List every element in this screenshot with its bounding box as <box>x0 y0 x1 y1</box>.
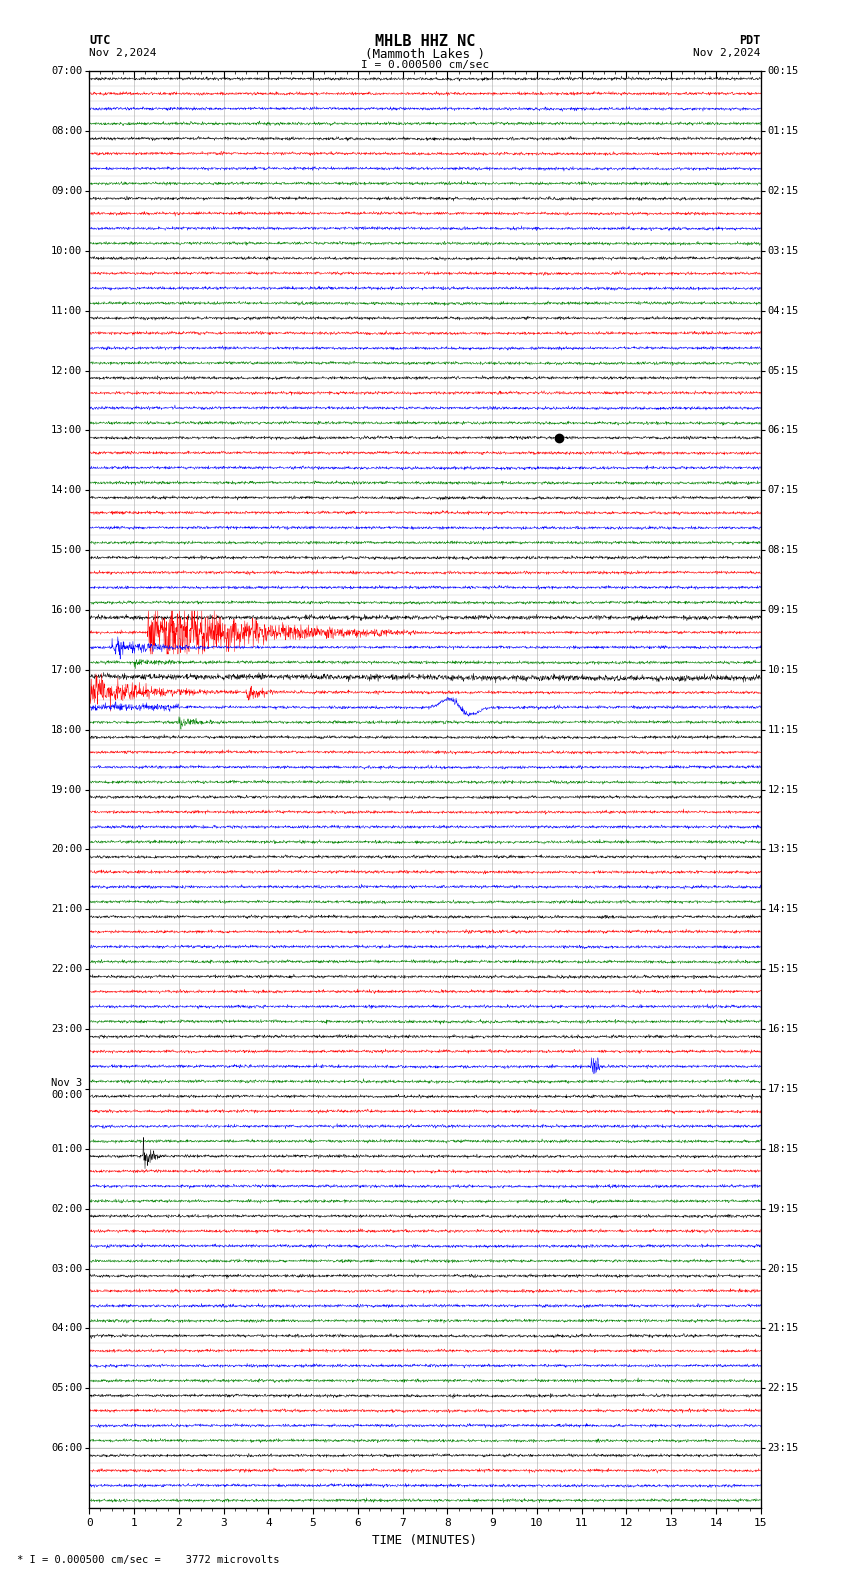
Text: I = 0.000500 cm/sec: I = 0.000500 cm/sec <box>361 60 489 70</box>
Text: Nov 2,2024: Nov 2,2024 <box>89 48 156 57</box>
Text: * I = 0.000500 cm/sec =    3772 microvolts: * I = 0.000500 cm/sec = 3772 microvolts <box>17 1555 280 1565</box>
Text: Nov 2,2024: Nov 2,2024 <box>694 48 761 57</box>
Text: MHLB HHZ NC: MHLB HHZ NC <box>375 33 475 49</box>
Text: UTC: UTC <box>89 33 110 48</box>
Text: PDT: PDT <box>740 33 761 48</box>
Text: (Mammoth Lakes ): (Mammoth Lakes ) <box>365 48 485 60</box>
X-axis label: TIME (MINUTES): TIME (MINUTES) <box>372 1533 478 1548</box>
